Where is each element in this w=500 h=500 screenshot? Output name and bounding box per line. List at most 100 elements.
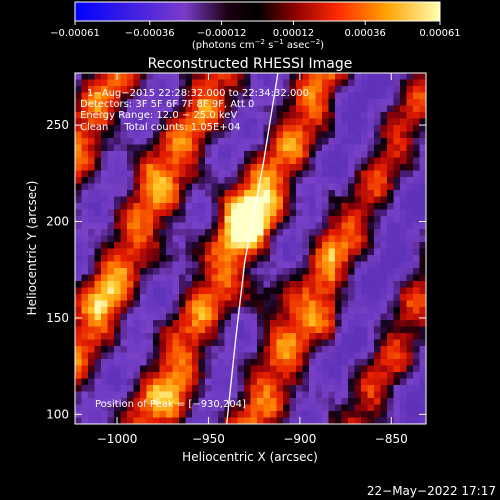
heatmap-cell xyxy=(387,294,395,302)
heatmap-cell xyxy=(81,307,89,315)
heatmap-cell xyxy=(218,99,226,107)
heatmap-cell xyxy=(166,307,174,315)
heatmap-cell xyxy=(88,365,96,373)
heatmap-cell xyxy=(153,229,161,237)
heatmap-cell xyxy=(94,183,102,191)
heatmap-cell xyxy=(302,229,310,237)
heatmap-cell xyxy=(166,170,174,178)
heatmap-cell xyxy=(153,287,161,295)
heatmap-cell xyxy=(224,170,232,178)
heatmap-cell xyxy=(387,73,395,81)
heatmap-cell xyxy=(81,164,89,172)
heatmap-cell xyxy=(315,359,323,367)
heatmap-cell xyxy=(309,157,317,165)
heatmap-cell xyxy=(75,222,83,230)
heatmap-cell xyxy=(413,365,421,373)
heatmap-cell xyxy=(276,261,284,269)
heatmap-cell xyxy=(296,378,304,386)
heatmap-cell xyxy=(81,242,89,250)
heatmap-cell xyxy=(400,398,408,406)
heatmap-cell xyxy=(374,411,382,419)
heatmap-cell xyxy=(107,417,115,424)
heatmap-cell xyxy=(192,138,200,146)
heatmap-cell xyxy=(185,99,193,107)
heatmap-cell xyxy=(361,320,369,328)
heatmap-cell xyxy=(367,196,375,204)
heatmap-cell xyxy=(413,170,421,178)
heatmap-cell xyxy=(289,170,297,178)
heatmap-cell xyxy=(400,203,408,211)
heatmap-cell xyxy=(400,125,408,133)
heatmap-cell xyxy=(419,151,426,159)
heatmap-cell xyxy=(380,164,388,172)
heatmap-cell xyxy=(393,294,401,302)
heatmap-cell xyxy=(94,203,102,211)
heatmap-cell xyxy=(367,352,375,360)
heatmap-cell xyxy=(276,365,284,373)
heatmap-cell xyxy=(224,222,232,230)
heatmap-cell xyxy=(276,229,284,237)
heatmap-cell xyxy=(419,73,426,81)
heatmap-cell xyxy=(270,73,278,81)
heatmap-cell xyxy=(335,320,343,328)
heatmap-cell xyxy=(270,164,278,172)
heatmap-cell xyxy=(101,326,109,334)
heatmap-cell xyxy=(114,281,122,289)
heatmap-cell xyxy=(185,125,193,133)
heatmap-cell xyxy=(341,411,349,419)
heatmap-cell xyxy=(107,157,115,165)
heatmap-cell xyxy=(120,216,128,224)
heatmap-cell xyxy=(263,352,271,360)
heatmap-cell xyxy=(172,242,180,250)
heatmap-cell xyxy=(348,294,356,302)
heatmap-cell xyxy=(146,281,154,289)
heatmap-cell xyxy=(270,138,278,146)
heatmap-cell xyxy=(224,105,232,113)
heatmap-cell xyxy=(127,229,135,237)
heatmap-cell xyxy=(133,404,141,412)
heatmap-cell xyxy=(166,190,174,198)
heatmap-cell xyxy=(387,248,395,256)
heatmap-cell xyxy=(309,333,317,341)
heatmap-cell xyxy=(172,222,180,230)
heatmap-cell xyxy=(289,359,297,367)
heatmap-cell xyxy=(354,320,362,328)
heatmap-cell xyxy=(413,378,421,386)
heatmap-cell xyxy=(179,196,187,204)
heatmap-cell xyxy=(185,105,193,113)
heatmap-cell xyxy=(179,411,187,419)
heatmap-cell xyxy=(185,118,193,126)
heatmap-cell xyxy=(120,112,128,120)
heatmap-cell xyxy=(218,144,226,152)
heatmap-cell xyxy=(354,411,362,419)
heatmap-cell xyxy=(263,164,271,172)
heatmap-cell xyxy=(322,118,330,126)
heatmap-cell xyxy=(218,339,226,347)
heatmap-cell xyxy=(114,307,122,315)
heatmap-cell xyxy=(192,209,200,217)
heatmap-cell xyxy=(153,346,161,354)
heatmap-cell xyxy=(341,404,349,412)
heatmap-cell xyxy=(88,235,96,243)
heatmap-cell xyxy=(374,73,382,81)
heatmap-cell xyxy=(185,222,193,230)
heatmap-cell xyxy=(153,177,161,185)
heatmap-cell xyxy=(341,112,349,120)
heatmap-cell xyxy=(367,177,375,185)
heatmap-cell xyxy=(224,216,232,224)
heatmap-cell xyxy=(296,157,304,165)
heatmap-cell xyxy=(354,404,362,412)
heatmap-cell xyxy=(393,359,401,367)
heatmap-cell xyxy=(270,196,278,204)
heatmap-cell xyxy=(263,307,271,315)
heatmap-cell xyxy=(328,229,336,237)
heatmap-cell xyxy=(276,359,284,367)
heatmap-cell xyxy=(159,385,167,393)
heatmap-cell xyxy=(159,300,167,308)
heatmap-cell xyxy=(179,92,187,100)
heatmap-cell xyxy=(406,294,414,302)
heatmap-cell xyxy=(231,118,239,126)
heatmap-cell xyxy=(107,99,115,107)
heatmap-cell xyxy=(367,248,375,256)
heatmap-cell xyxy=(166,372,174,380)
